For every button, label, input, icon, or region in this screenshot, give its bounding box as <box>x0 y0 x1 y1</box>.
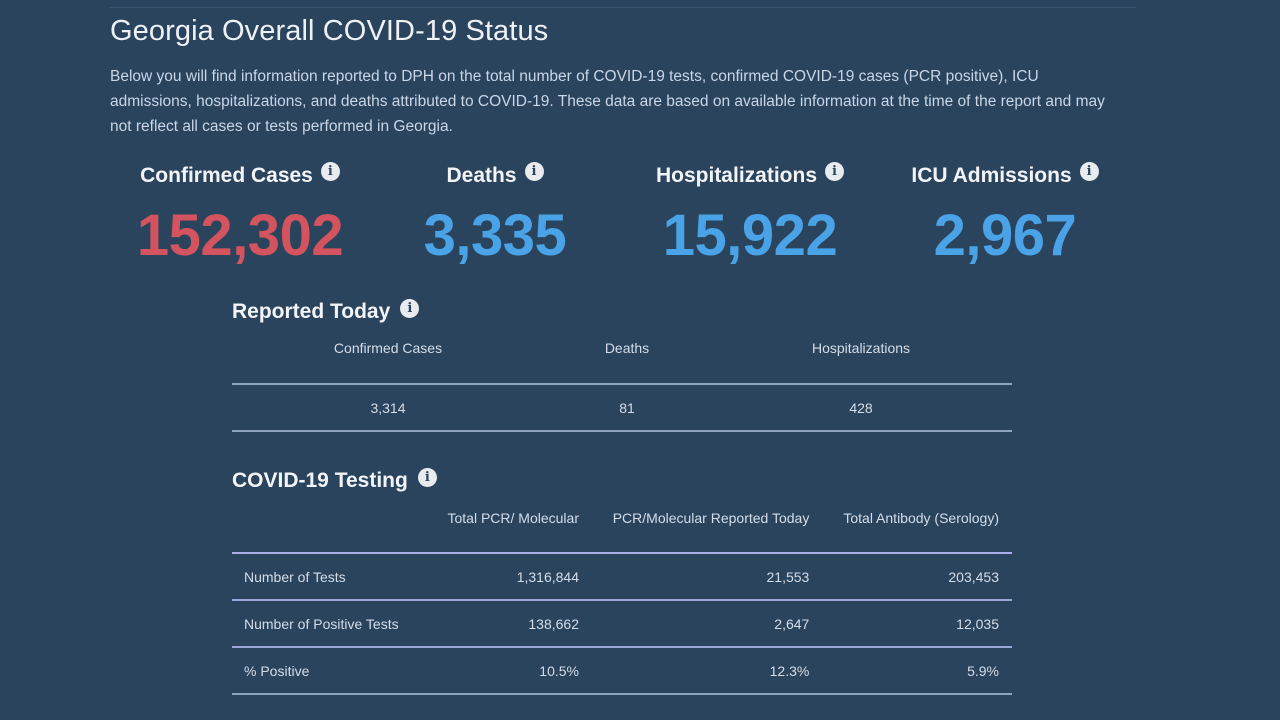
table-row: % Positive 10.5% 12.3% 5.9% <box>232 647 1012 694</box>
table-cell: 1,316,844 <box>516 568 579 585</box>
intro-paragraph: Below you will find information reported… <box>110 68 1105 135</box>
page-title: Georgia Overall COVID-19 Status <box>110 15 549 47</box>
section-title: Reported Today <box>232 300 391 323</box>
table-row: Number of Positive Tests 138,662 2,647 1… <box>232 600 1012 647</box>
table-header-row: Total PCR/ Molecular PCR/Molecular Repor… <box>232 507 1012 553</box>
table-row: 3,314 81 428 <box>232 384 1012 431</box>
column-header: Confirmed Cases <box>333 340 443 356</box>
table-cell: 428 <box>849 399 873 416</box>
table-cell: 12.3% <box>769 662 810 679</box>
info-icon[interactable]: i <box>825 161 845 181</box>
row-label: Number of Tests <box>244 568 346 585</box>
table-cell: 2,647 <box>774 615 810 632</box>
table-header-row: Confirmed Cases Deaths Hospitalizations <box>232 338 1012 384</box>
table-cell: 12,035 <box>956 615 999 632</box>
stat-value: 2,967 <box>933 203 1077 268</box>
row-label: Number of Positive Tests <box>244 615 399 632</box>
stat-label: Hospitalizations <box>655 164 818 187</box>
table-cell: 5.9% <box>967 662 999 679</box>
table-cell: 138,662 <box>528 615 579 632</box>
testing-table: Total PCR/ Molecular PCR/Molecular Repor… <box>232 507 1012 695</box>
column-header: Hospitalizations <box>811 340 911 356</box>
column-header: PCR/Molecular Reported Today <box>612 510 810 526</box>
reported-today-table: Confirmed Cases Deaths Hospitalizations … <box>232 338 1012 432</box>
table-cell: 21,553 <box>766 568 810 585</box>
stat-hospitalizations: Hospitalizations i 15,922 <box>640 158 860 268</box>
table-cell: 203,453 <box>948 568 999 585</box>
table-row: Number of Tests 1,316,844 21,553 203,453 <box>232 553 1012 600</box>
stat-value: 3,335 <box>423 203 567 268</box>
info-icon[interactable]: i <box>320 161 340 181</box>
testing-heading: COVID-19 Testing i <box>232 467 437 493</box>
stat-deaths: Deaths i 3,335 <box>405 158 585 268</box>
stat-icu-admissions: ICU Admissions i 2,967 <box>900 158 1110 268</box>
column-header <box>232 507 421 553</box>
table-cell: 81 <box>619 399 635 416</box>
stat-value: 15,922 <box>662 203 838 268</box>
info-icon[interactable]: i <box>417 467 437 487</box>
section-title: COVID-19 Testing <box>232 469 408 492</box>
top-divider <box>110 7 1136 8</box>
stat-label: Confirmed Cases <box>140 164 313 187</box>
info-icon[interactable]: i <box>400 298 420 318</box>
stat-label: ICU Admissions <box>911 164 1072 187</box>
info-icon[interactable]: i <box>1079 161 1099 181</box>
stat-confirmed-cases: Confirmed Cases i 152,302 <box>130 158 350 268</box>
row-label: % Positive <box>244 662 310 679</box>
info-icon[interactable]: i <box>524 161 544 181</box>
table-cell: 3,314 <box>370 399 406 416</box>
stat-label: Deaths <box>446 164 517 187</box>
reported-today-heading: Reported Today i <box>232 298 420 324</box>
column-header: Total PCR/ Molecular <box>447 510 580 526</box>
column-header: Deaths <box>604 340 650 356</box>
column-header: Total Antibody (Serology) <box>843 510 999 526</box>
stat-value: 152,302 <box>136 203 344 268</box>
table-cell: 10.5% <box>539 662 579 679</box>
